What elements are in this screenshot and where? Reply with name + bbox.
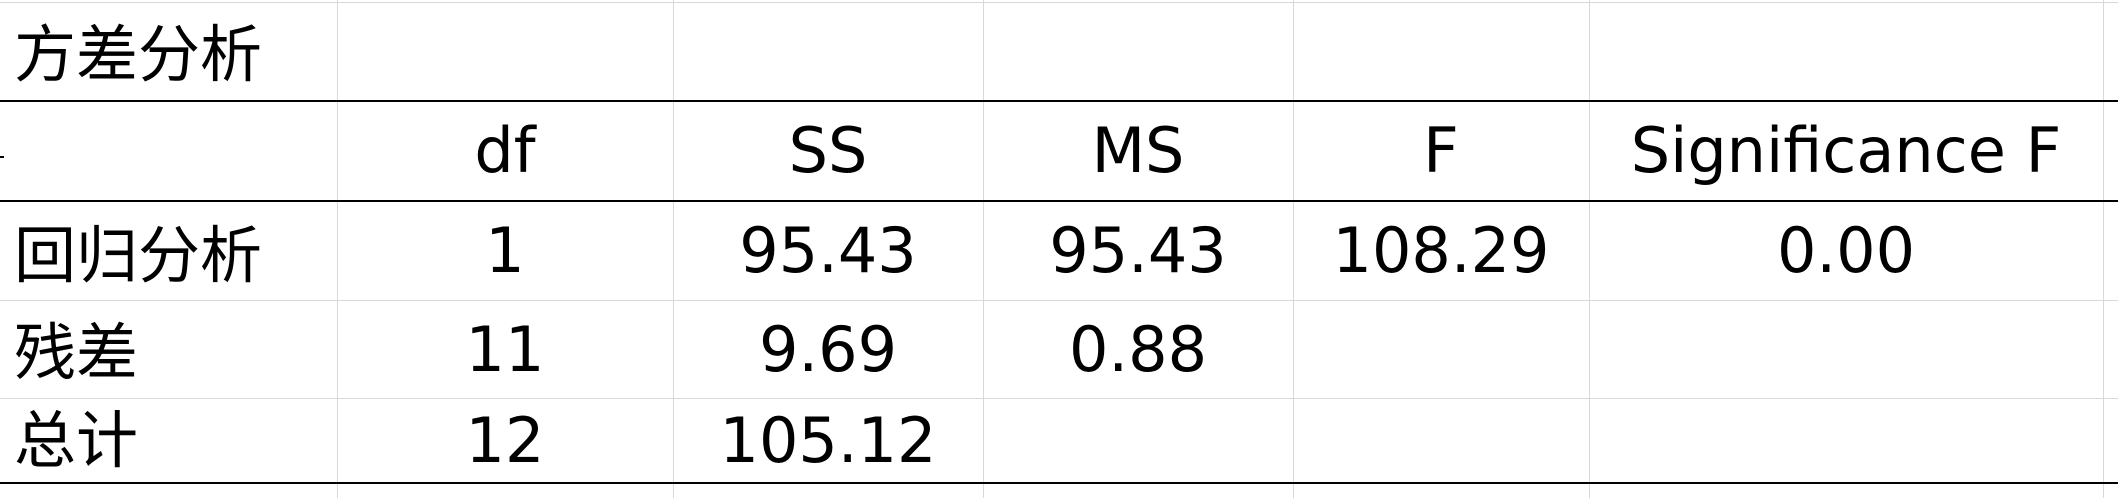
column-divider (983, 0, 984, 498)
cell-ms: 95.43 (1049, 214, 1227, 287)
row-divider (0, 300, 2118, 301)
header-f: F (1423, 114, 1459, 187)
row-label-total: 总计 (14, 403, 139, 477)
row-divider (0, 398, 2118, 399)
cell-significance-f: 0.00 (1776, 214, 1916, 287)
row-divider (0, 2, 2118, 3)
cell-ss: 9.69 (758, 312, 898, 386)
table-bottom-rule (0, 482, 2118, 484)
header-ss: SS (788, 114, 868, 187)
table-title: 方差分析 (14, 18, 263, 91)
column-divider (337, 0, 338, 498)
cell-ss: 105.12 (719, 403, 937, 477)
row-resize-handle (0, 156, 4, 158)
column-divider (673, 0, 674, 498)
column-divider (1293, 0, 1294, 498)
cell-ss: 95.43 (739, 214, 917, 287)
cell-df: 12 (465, 403, 545, 477)
cell-f (1293, 399, 1589, 482)
table-top-rule (0, 100, 2118, 102)
row-label-regression: 回归分析 (14, 219, 263, 292)
cell-significance-f (1589, 399, 2103, 482)
column-divider (2103, 0, 2104, 498)
row-label-residual: 残差 (14, 316, 139, 389)
cell-ms (983, 399, 1293, 482)
header-bottom-rule (0, 200, 2118, 202)
cell-ms: 0.88 (1068, 312, 1208, 386)
header-df: df (474, 114, 536, 187)
header-ms: MS (1091, 114, 1185, 187)
header-significance-f: Significance F (1630, 114, 2062, 187)
cell-significance-f (1589, 301, 2103, 398)
cell-df: 11 (465, 312, 545, 386)
cell-f (1293, 301, 1589, 398)
column-divider (1589, 0, 1590, 498)
cell-df: 1 (485, 214, 525, 287)
cell-f: 108.29 (1332, 214, 1550, 287)
